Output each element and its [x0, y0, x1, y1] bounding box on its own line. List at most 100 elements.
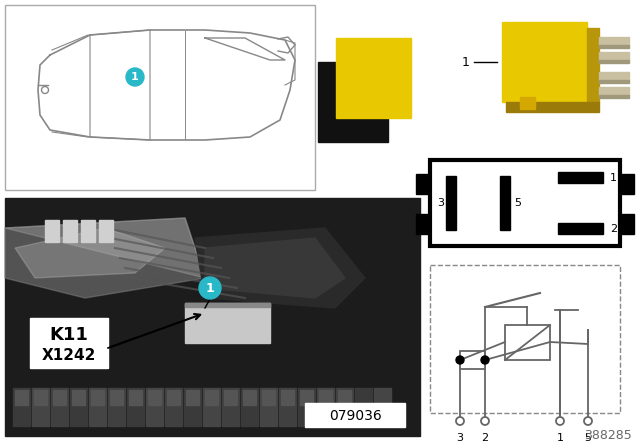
Bar: [599, 52, 629, 60]
Bar: [500, 176, 510, 230]
Bar: [281, 390, 294, 405]
Circle shape: [481, 417, 489, 425]
Text: 388285: 388285: [584, 429, 632, 442]
Bar: [558, 223, 603, 234]
Polygon shape: [195, 228, 365, 308]
Bar: [599, 72, 629, 80]
Bar: [129, 390, 142, 405]
Circle shape: [481, 356, 489, 364]
Bar: [520, 97, 535, 109]
Bar: [620, 174, 634, 194]
Bar: [51, 388, 68, 426]
Bar: [430, 265, 620, 413]
Bar: [587, 28, 599, 102]
Bar: [336, 388, 353, 426]
Bar: [460, 351, 485, 369]
Bar: [260, 388, 277, 426]
Bar: [317, 388, 334, 426]
Bar: [70, 388, 87, 426]
Bar: [620, 214, 634, 234]
Text: 3: 3: [456, 433, 463, 443]
Text: 1: 1: [205, 281, 214, 294]
Bar: [355, 388, 372, 426]
Text: 2: 2: [610, 224, 617, 234]
Bar: [5, 198, 420, 436]
Bar: [165, 388, 182, 426]
Bar: [186, 390, 199, 405]
Bar: [146, 388, 163, 426]
Text: 1: 1: [557, 433, 563, 443]
Bar: [205, 390, 218, 405]
Polygon shape: [15, 228, 165, 278]
Bar: [5, 5, 315, 190]
Text: 2: 2: [481, 433, 488, 443]
Bar: [72, 390, 85, 405]
Bar: [45, 220, 59, 242]
Bar: [298, 388, 315, 426]
Bar: [89, 388, 106, 426]
Bar: [15, 390, 28, 405]
Bar: [300, 390, 313, 405]
Bar: [599, 80, 629, 83]
Text: 1: 1: [462, 56, 470, 69]
Circle shape: [584, 417, 592, 425]
Bar: [430, 160, 620, 246]
Bar: [99, 220, 113, 242]
Bar: [185, 303, 270, 307]
Bar: [599, 95, 629, 98]
Bar: [81, 220, 95, 242]
Bar: [505, 325, 550, 360]
Bar: [184, 388, 201, 426]
Bar: [243, 390, 256, 405]
Bar: [336, 38, 411, 118]
Text: 079036: 079036: [328, 409, 381, 423]
Text: 5: 5: [584, 433, 591, 443]
Bar: [63, 220, 77, 242]
Bar: [599, 37, 629, 45]
Bar: [416, 174, 430, 194]
Circle shape: [199, 277, 221, 299]
Text: K11: K11: [49, 326, 88, 344]
Polygon shape: [205, 238, 345, 298]
Polygon shape: [5, 218, 205, 298]
Bar: [110, 390, 123, 405]
Text: 1: 1: [610, 173, 617, 183]
Bar: [222, 388, 239, 426]
Bar: [262, 390, 275, 405]
Circle shape: [126, 68, 144, 86]
Text: X1242: X1242: [42, 348, 96, 362]
Bar: [374, 388, 391, 426]
Bar: [318, 62, 388, 142]
Bar: [148, 390, 161, 405]
Bar: [13, 388, 30, 426]
Bar: [338, 390, 351, 405]
Bar: [185, 303, 270, 343]
Bar: [53, 390, 66, 405]
Bar: [91, 390, 104, 405]
Bar: [599, 45, 629, 48]
Circle shape: [456, 356, 464, 364]
Bar: [502, 22, 587, 102]
Bar: [599, 60, 629, 63]
Circle shape: [556, 417, 564, 425]
Bar: [279, 388, 296, 426]
Bar: [203, 388, 220, 426]
Bar: [506, 102, 599, 112]
Text: 5: 5: [514, 198, 521, 208]
Text: 1: 1: [131, 72, 139, 82]
Bar: [241, 388, 258, 426]
Bar: [416, 214, 430, 234]
Bar: [305, 403, 405, 427]
Bar: [446, 176, 456, 230]
Bar: [127, 388, 144, 426]
Text: 3: 3: [437, 198, 444, 208]
Bar: [30, 318, 108, 368]
Bar: [108, 388, 125, 426]
Bar: [319, 390, 332, 405]
Circle shape: [456, 417, 464, 425]
Bar: [224, 390, 237, 405]
Bar: [558, 172, 603, 183]
Bar: [34, 390, 47, 405]
Polygon shape: [5, 218, 205, 278]
Bar: [32, 388, 49, 426]
